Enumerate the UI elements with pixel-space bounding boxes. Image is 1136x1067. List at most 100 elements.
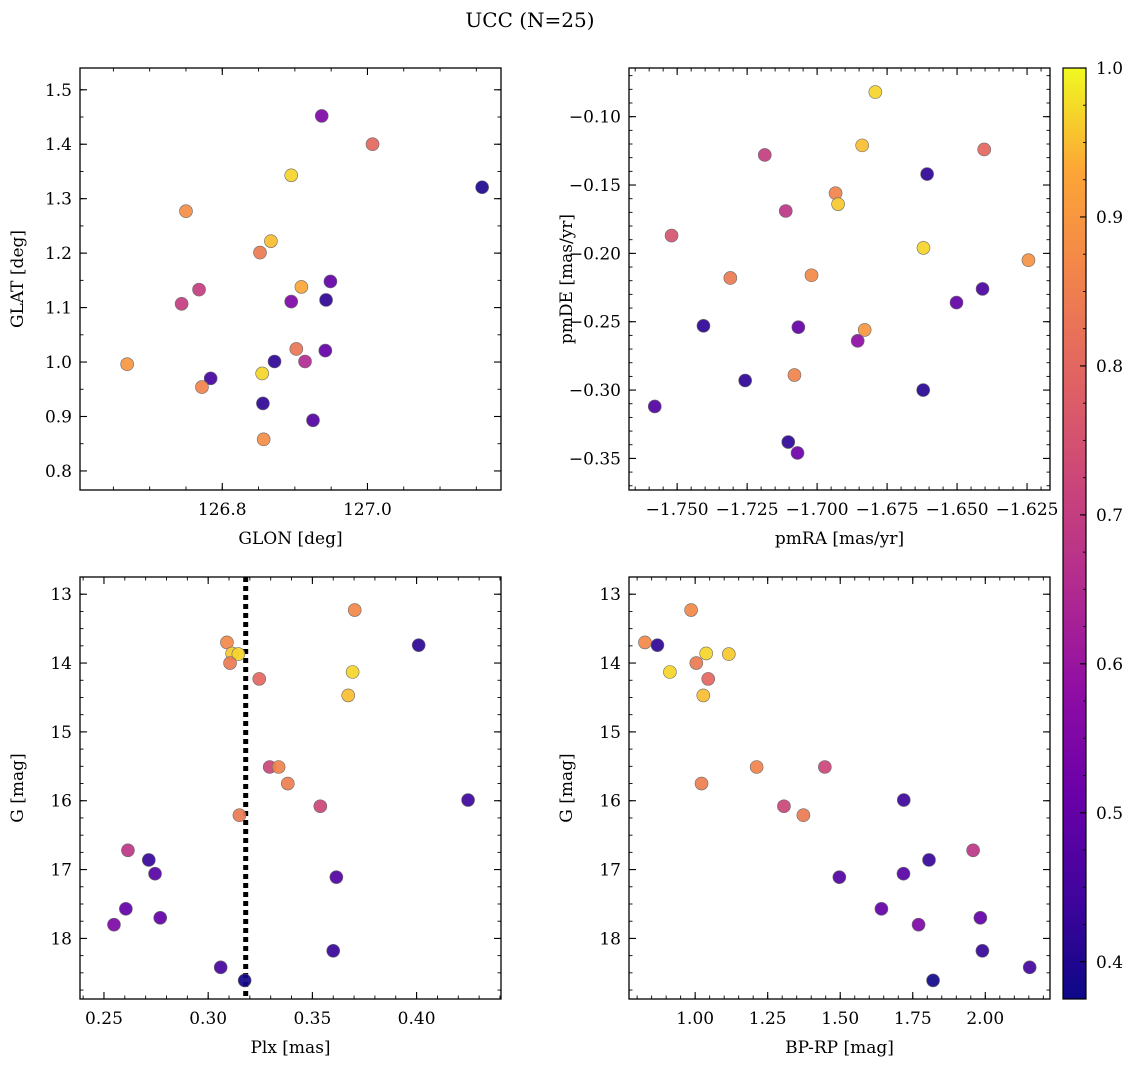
y-tick-label: 1.4 [45,135,72,155]
scatter-point [203,371,218,386]
scatter-point [855,138,869,153]
x-tick-label: 1.75 [894,1009,932,1029]
colorbar-tick-label: 0.8 [1096,357,1123,377]
scatter-point [781,435,796,449]
x-tick-label: 0.40 [398,1009,436,1029]
y-tick-label: −0.30 [569,381,621,401]
scatter-point [298,354,312,369]
x-tick-label: −1.650 [926,500,989,520]
x-tick-label: −1.700 [786,500,849,520]
y-axis-label: pmDE [mas/yr] [557,214,577,344]
scatter-point [723,271,738,285]
scatter-point [192,282,206,297]
scatter-point [237,973,252,988]
colorbar-tick-label: 0.5 [1096,804,1123,824]
scatter-point [664,228,679,243]
scatter-point [647,399,662,414]
scatter-point [294,280,309,294]
axes-frame [79,67,502,491]
scatter-point [326,944,341,958]
panel-plx-g: 0.25 0.30 0.35 0.40 13 14 15 16 17 18 Plx [mas] G [… [8,576,502,1058]
colorbar-tick-label: 0.9 [1096,208,1123,228]
scatter-point [790,446,805,460]
colorbar-tick-label: 0.7 [1096,506,1123,526]
x-tick-label: 0.25 [85,1009,123,1029]
scatter-point [896,793,911,807]
scatter-point [256,432,271,447]
scatter-point [365,137,380,152]
y-tick-label: 14 [599,654,621,674]
colorbar-tick-label: 1.0 [1096,59,1123,79]
axes-frame [628,576,1051,1000]
x-tick-label: −1.725 [716,500,779,520]
scatter-point [256,396,270,411]
scatter-point [174,296,189,311]
scatter-point [253,245,267,260]
scatter-point [701,672,716,686]
scatter-point [694,776,709,791]
colorbar-tick-label: 0.4 [1096,953,1123,973]
scatter-point [319,293,333,307]
scatter-point [195,380,209,394]
scatter-point [916,383,930,397]
panel-glon-glat: 126.8 127.0 0.8 0.9 1.0 1.1 1.2 1.3 1.4 1.5 GLON [… [8,67,502,549]
scatter-point [141,853,156,867]
scatter-points [638,603,1037,988]
scatter-point [271,760,286,774]
y-tick-label: −0.25 [569,313,621,333]
y-tick-label: 1.0 [45,353,72,373]
scatter-point [252,672,267,686]
scatter-point [323,274,338,289]
x-tick-label: 2.00 [966,1009,1004,1029]
scatter-point [973,910,988,925]
x-tick-label: −1.750 [646,500,709,520]
y-tick-label: −0.15 [569,176,621,196]
y-tick-label: 13 [599,585,621,605]
scatter-point [411,638,426,652]
y-tick-label: 18 [50,929,72,949]
scatter-point [874,902,889,916]
scatter-point [896,866,911,881]
axes-frame [79,576,502,1000]
x-axis-label: Plx [mas] [250,1038,330,1058]
scatter-point [868,85,883,99]
y-tick-label: 14 [50,654,72,674]
scatter-point [975,944,990,958]
scatter-point [696,688,711,703]
scatter-point [916,241,931,255]
scatter-point [329,870,344,884]
scatter-point [1021,253,1036,268]
scatter-point [684,603,698,617]
panel-bprp-g: 1.00 1.25 1.50 1.75 2.00 13 14 15 16 17 18 BP-RP [m… [557,576,1051,1058]
scatter-point [777,799,791,814]
y-tick-label: 16 [599,792,621,812]
y-axis-label: G [mag] [8,753,28,822]
scatter-point [949,295,964,310]
x-tick-label: −1.675 [856,500,919,520]
scatter-point [696,319,711,333]
x-tick-label: 1.50 [821,1009,859,1029]
scatter-point [778,204,793,218]
axes-frame [628,67,1051,491]
scatter-point [791,320,806,334]
scatter-point [120,357,134,372]
scatter-point [232,808,247,822]
y-tick-label: 1.5 [45,81,72,101]
scatter-point [313,799,328,814]
scatter-point [850,334,865,348]
y-axis-label: GLAT [deg] [8,230,28,328]
scatter-point [284,294,299,309]
scatter-point [818,760,832,774]
scatter-point [689,656,704,670]
y-tick-label: −0.35 [569,449,621,469]
scatter-point [231,647,246,661]
scatter-point [119,902,133,916]
x-tick-label: 1.00 [676,1009,714,1029]
scatter-point [306,413,320,428]
scatter-point [787,368,802,382]
y-tick-label: 0.9 [45,407,72,427]
scatter-point [1022,960,1037,975]
scatter-point [264,234,278,248]
x-tick-label: 1.25 [749,1009,787,1029]
